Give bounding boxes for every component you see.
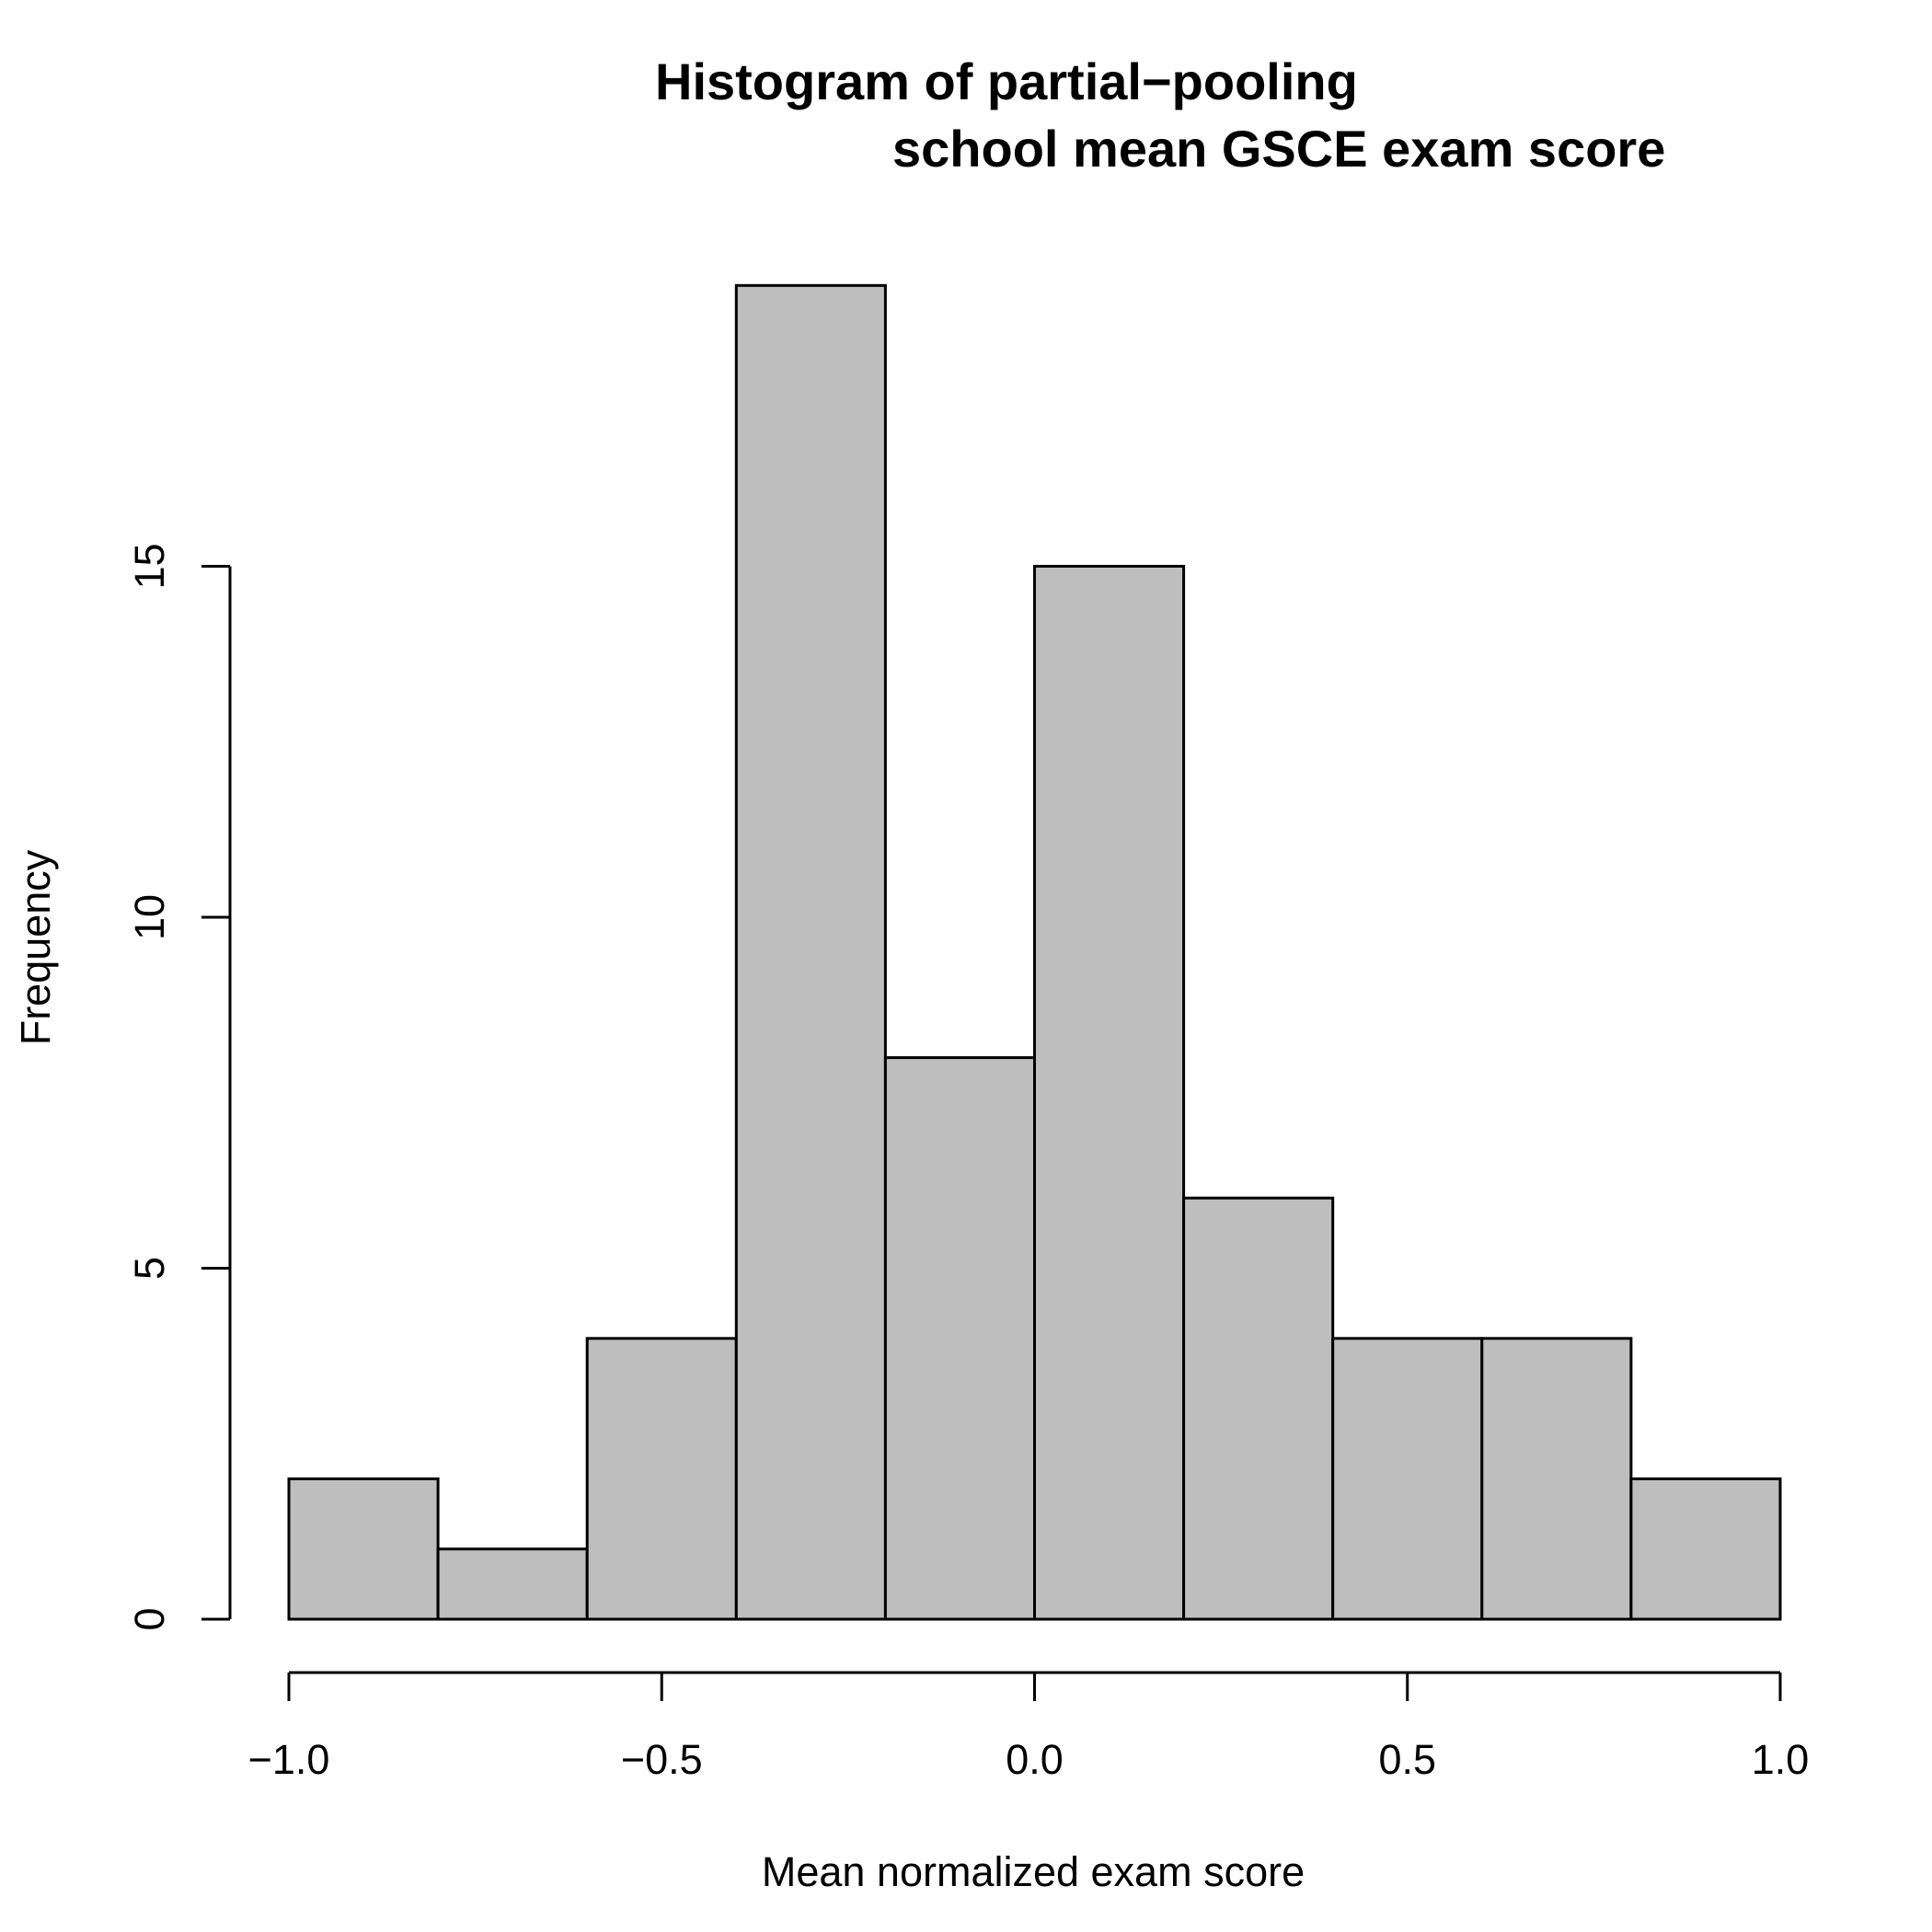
histogram-bar-7 [1182,1196,1335,1621]
x-tick-label-3: 0.0 [1006,1736,1064,1783]
y-tick-label-2: 5 [126,1257,173,1280]
x-axis: −1.0 −0.5 0.0 0.5 1.0 [248,1671,1810,1783]
y-tick-label-4: 15 [126,543,173,589]
chart-title-line2: school mean GSCE exam score [892,120,1665,178]
histogram-bar-5 [883,1056,1037,1621]
histogram-bar-6 [1033,565,1186,1621]
chart-title: Histogram of partial−pooling school mean… [655,52,1665,178]
x-axis-label: Mean normalized exam score [762,1848,1305,1895]
histogram-bar-4 [734,283,887,1621]
y-tick-label-1: 0 [126,1607,173,1630]
histogram-bar-3 [585,1337,738,1621]
histogram-bar-8 [1331,1337,1484,1621]
chart-title-line1: Histogram of partial−pooling [655,52,1358,110]
histogram-bar-1 [287,1477,440,1621]
y-axis: 0 5 10 15 [126,543,232,1631]
histogram-bar-9 [1480,1337,1633,1621]
histogram-bar-2 [436,1547,589,1621]
y-axis-label: Frequency [12,849,59,1045]
y-tick-label-3: 10 [126,894,173,940]
x-tick-label-4: 0.5 [1378,1736,1436,1783]
x-tick-label-5: 1.0 [1752,1736,1810,1783]
histogram-bars [287,283,1782,1621]
x-tick-label-2: −0.5 [621,1736,703,1783]
histogram-bar-10 [1629,1477,1782,1621]
x-tick-label-1: −1.0 [248,1736,330,1783]
